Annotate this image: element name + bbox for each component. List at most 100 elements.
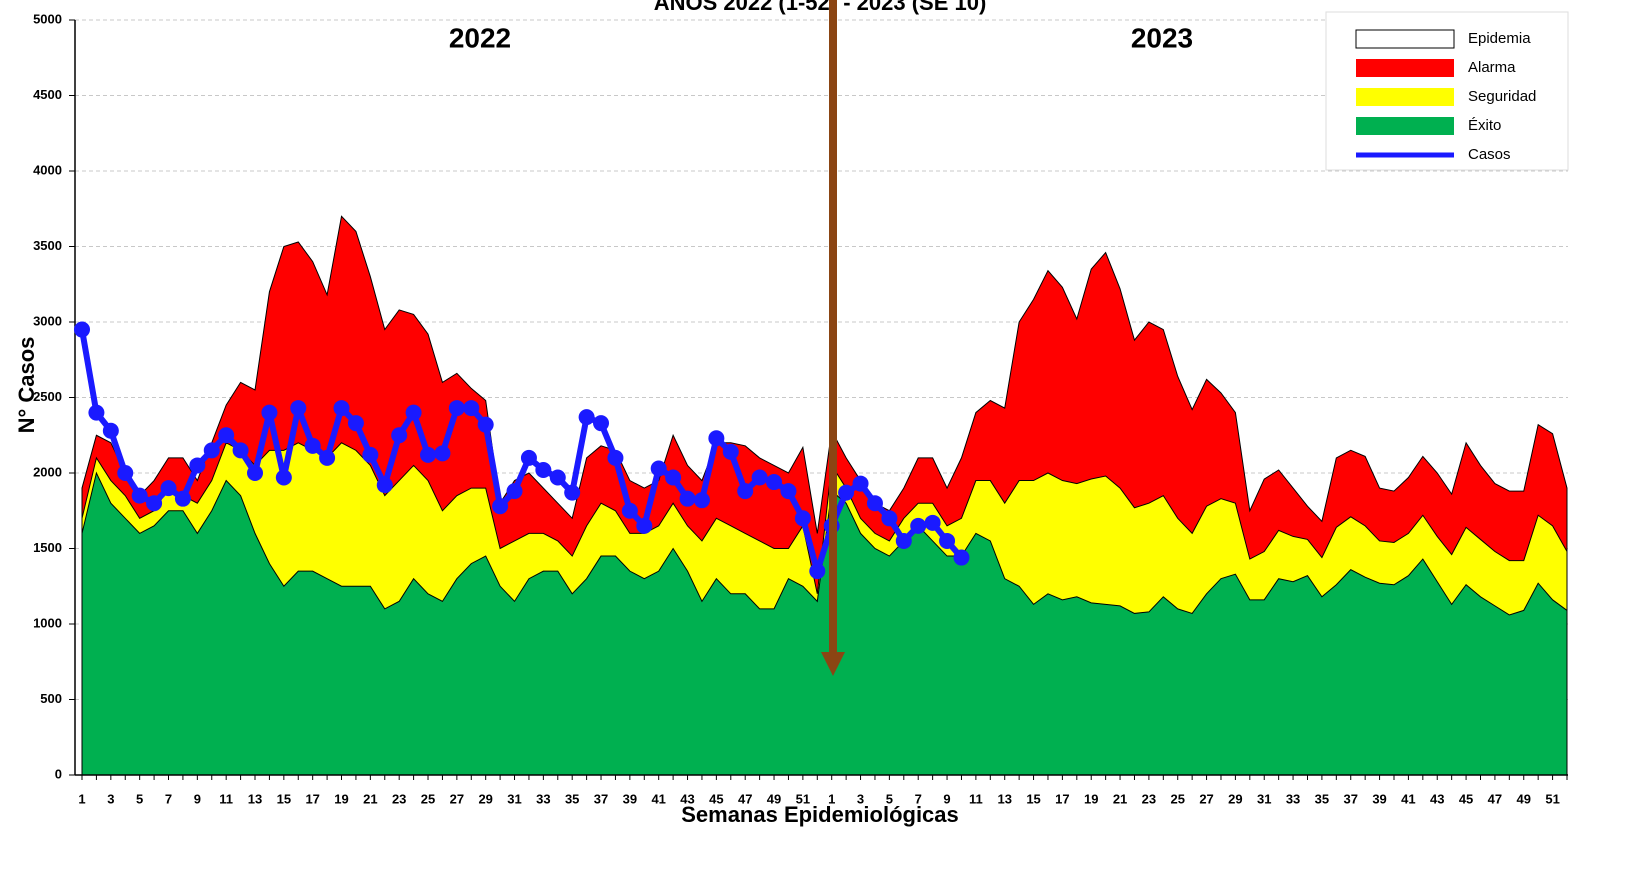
legend-label: Casos [1468,146,1511,163]
cases-point [174,490,191,507]
x-tick-label: 9 [943,791,950,806]
y-tick-label: 4000 [33,162,62,177]
cases-point [679,490,696,507]
x-tick-label: 45 [1459,791,1473,806]
x-tick-label: 17 [1055,791,1069,806]
legend-swatch [1356,117,1454,135]
x-tick-label: 21 [1113,791,1127,806]
x-tick-label: 9 [194,791,201,806]
x-tick-label: 27 [450,791,464,806]
x-tick-label: 11 [219,791,233,806]
chart-title: AÑOS 2022 (1-52) - 2023 (SE 10) [654,0,987,15]
cases-point [780,483,797,500]
x-tick-label: 21 [363,791,377,806]
cases-point [304,437,321,454]
x-tick-label: 19 [334,791,348,806]
x-tick-label: 13 [997,791,1011,806]
y-tick-label: 3500 [33,238,62,253]
y-tick-label: 1500 [33,540,62,555]
arrow-head [821,652,845,676]
y-tick-label: 2000 [33,464,62,479]
cases-point [319,449,336,466]
x-tick-label: 31 [1257,791,1271,806]
cases-point [766,474,783,491]
cases-point [693,492,710,509]
cases-point [146,495,163,512]
cases-point [650,460,667,477]
cases-point [420,446,437,463]
y-tick-label: 3000 [33,313,62,328]
cases-point [621,502,638,519]
legend-label: Epidemia [1468,30,1531,47]
arrow-shaft [829,0,837,655]
cases-point [189,457,206,474]
x-tick-label: 35 [565,791,579,806]
cases-point [506,483,523,500]
cases-point [448,400,465,417]
x-tick-label: 3 [857,791,864,806]
cases-point [247,465,264,481]
cases-point [895,532,912,549]
x-tick-label: 5 [136,791,143,806]
x-tick-label: 49 [767,791,781,806]
cases-point [405,404,422,421]
x-axis-label: Semanas Epidemiológicas [681,802,959,827]
x-tick-label: 41 [1401,791,1415,806]
y-axis-label: N° Casos [14,337,39,434]
cases-point [434,445,451,462]
cases-point [881,510,898,527]
x-tick-label: 37 [594,791,608,806]
x-tick-label: 3 [107,791,114,806]
x-tick-label: 45 [709,791,723,806]
x-tick-label: 13 [248,791,262,806]
cases-point [838,484,855,501]
cases-point [852,475,869,492]
cases-point [794,510,811,527]
legend-swatch [1356,59,1454,77]
year-annotation: 2023 [1131,22,1193,53]
x-tick-label: 25 [1170,791,1184,806]
x-tick-label: 35 [1315,791,1329,806]
x-tick-label: 47 [738,791,752,806]
x-tick-label: 1 [78,791,85,806]
legend-label: Alarma [1468,59,1516,76]
cases-point [333,400,350,417]
x-tick-label: 43 [1430,791,1444,806]
cases-point [492,498,509,515]
x-tick-label: 43 [680,791,694,806]
cases-point [910,517,927,534]
cases-point [549,469,566,486]
x-tick-label: 25 [421,791,435,806]
cases-point [102,422,119,439]
x-tick-label: 17 [305,791,319,806]
cases-point [665,469,682,486]
cases-point [275,469,292,486]
y-tick-label: 2500 [33,389,62,404]
cases-point [924,514,941,531]
x-tick-label: 15 [1026,791,1040,806]
cases-point [131,487,148,504]
cases-point [593,415,610,432]
y-tick-label: 0 [55,766,62,781]
cases-point [520,449,537,466]
cases-point [477,416,494,433]
cases-point [636,517,653,534]
cases-point [737,483,754,500]
cases-point [347,415,364,432]
divider-arrow [821,0,845,676]
cases-point [203,442,220,459]
cases-point [362,446,379,463]
cases-point [160,480,177,497]
x-tick-label: 37 [1344,791,1358,806]
x-tick-label: 23 [392,791,406,806]
x-tick-label: 1 [828,791,835,806]
cases-point [261,404,278,421]
cases-point [463,400,480,417]
cases-point [751,469,768,486]
x-tick-label: 7 [915,791,922,806]
cases-point [866,495,883,512]
cases-point [232,442,249,459]
x-tick-label: 49 [1517,791,1531,806]
x-tick-label: 47 [1488,791,1502,806]
